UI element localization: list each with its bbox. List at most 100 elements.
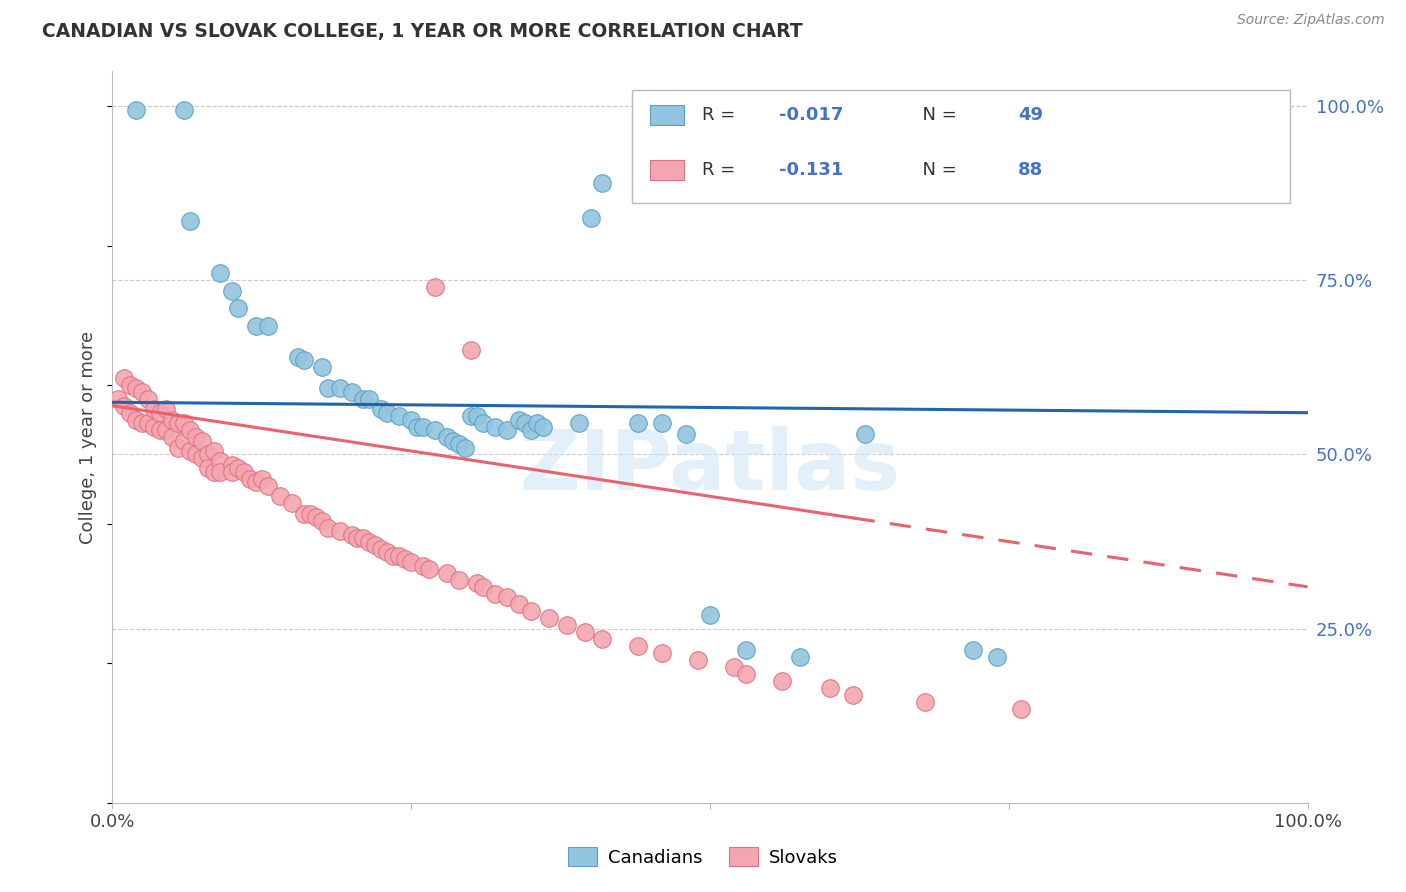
Text: -0.017: -0.017: [779, 106, 844, 124]
Text: CANADIAN VS SLOVAK COLLEGE, 1 YEAR OR MORE CORRELATION CHART: CANADIAN VS SLOVAK COLLEGE, 1 YEAR OR MO…: [42, 22, 803, 41]
Text: Source: ZipAtlas.com: Source: ZipAtlas.com: [1237, 13, 1385, 28]
Point: [186, 430, 208, 444]
Point: [472, 416, 495, 430]
Point: [627, 416, 650, 430]
FancyBboxPatch shape: [651, 160, 683, 180]
Point: [592, 176, 614, 190]
Point: [298, 507, 321, 521]
Point: [401, 556, 423, 570]
Point: [114, 399, 135, 413]
Legend: Canadians, Slovaks: Canadians, Slovaks: [561, 840, 845, 874]
Point: [340, 384, 363, 399]
Point: [460, 409, 482, 424]
Point: [167, 441, 190, 455]
Point: [406, 419, 429, 434]
Point: [388, 549, 411, 563]
Point: [197, 461, 219, 475]
Point: [120, 377, 142, 392]
FancyBboxPatch shape: [651, 105, 683, 126]
Point: [401, 412, 423, 426]
Point: [465, 409, 488, 424]
Point: [179, 444, 201, 458]
Point: [454, 441, 477, 455]
Point: [364, 538, 387, 552]
Point: [149, 406, 172, 420]
Point: [359, 534, 381, 549]
Point: [281, 496, 304, 510]
Point: [305, 510, 328, 524]
Point: [382, 549, 405, 563]
Point: [138, 392, 160, 406]
Point: [526, 416, 548, 430]
Point: [125, 103, 148, 117]
Point: [425, 280, 447, 294]
Point: [447, 573, 470, 587]
Point: [359, 392, 381, 406]
Point: [484, 419, 506, 434]
Point: [531, 419, 554, 434]
Point: [651, 416, 673, 430]
Point: [191, 434, 214, 448]
Point: [202, 465, 225, 479]
Point: [675, 426, 697, 441]
Point: [460, 343, 482, 357]
Point: [138, 416, 160, 430]
Point: [789, 649, 811, 664]
Point: [269, 489, 291, 503]
Point: [221, 284, 243, 298]
Point: [209, 454, 232, 468]
Point: [149, 423, 172, 437]
Point: [287, 350, 309, 364]
Point: [842, 688, 865, 702]
Point: [245, 475, 267, 490]
Point: [735, 667, 758, 681]
Point: [226, 461, 249, 475]
Point: [627, 639, 650, 653]
Point: [179, 214, 201, 228]
Point: [292, 353, 315, 368]
Text: 49: 49: [1018, 106, 1043, 124]
Point: [120, 406, 142, 420]
Point: [914, 695, 936, 709]
Point: [191, 450, 214, 465]
Point: [394, 552, 416, 566]
Point: [412, 558, 434, 573]
Point: [496, 423, 519, 437]
Point: [484, 587, 506, 601]
Point: [257, 479, 280, 493]
Point: [651, 646, 673, 660]
Point: [412, 419, 434, 434]
Point: [441, 434, 464, 448]
Point: [162, 430, 183, 444]
Point: [250, 472, 273, 486]
Point: [226, 301, 249, 316]
Point: [131, 416, 153, 430]
Point: [340, 527, 363, 541]
Text: 88: 88: [1018, 161, 1043, 179]
Point: [352, 392, 374, 406]
Point: [537, 611, 560, 625]
Point: [520, 604, 543, 618]
Point: [221, 465, 243, 479]
Point: [513, 416, 536, 430]
Point: [370, 541, 392, 556]
Text: -0.131: -0.131: [779, 161, 844, 179]
Point: [155, 402, 177, 417]
Point: [197, 448, 219, 462]
Point: [143, 419, 166, 434]
Point: [257, 318, 280, 333]
Point: [186, 448, 208, 462]
Point: [131, 384, 153, 399]
Point: [209, 266, 232, 280]
Point: [688, 653, 710, 667]
Point: [311, 360, 333, 375]
Y-axis label: College, 1 year or more: College, 1 year or more: [79, 331, 97, 543]
Point: [568, 416, 591, 430]
Point: [699, 607, 721, 622]
Point: [239, 472, 262, 486]
Text: N =: N =: [911, 161, 962, 179]
Point: [221, 458, 243, 472]
Point: [107, 392, 129, 406]
Point: [292, 507, 315, 521]
Point: [316, 521, 339, 535]
